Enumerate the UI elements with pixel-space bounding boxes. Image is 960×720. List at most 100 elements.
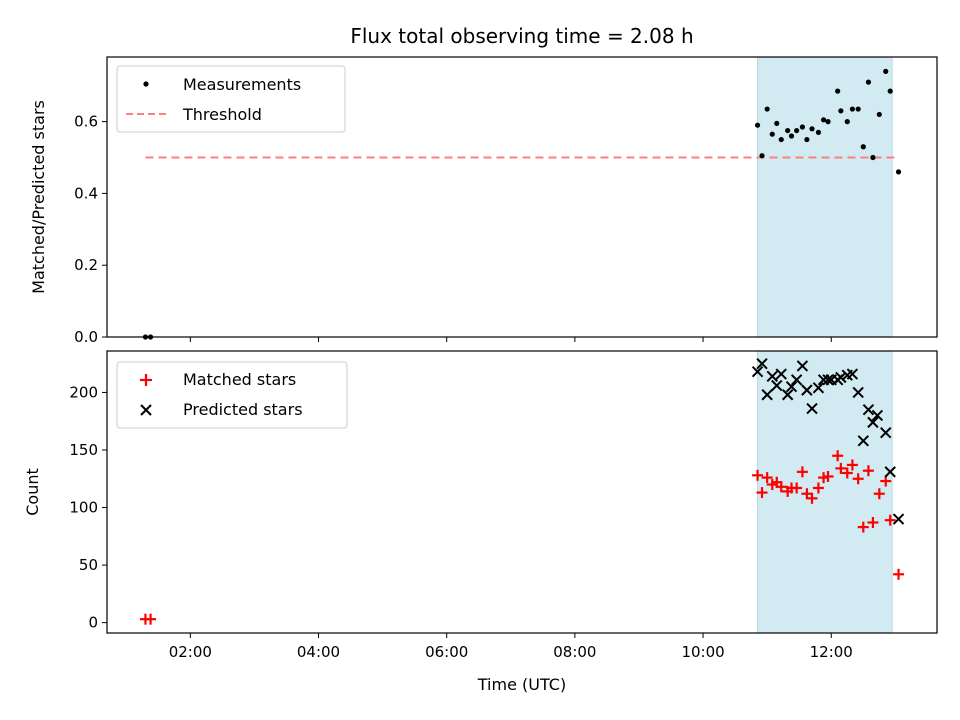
measurement-point bbox=[785, 127, 791, 134]
matched-stars-point bbox=[822, 470, 834, 482]
predicted-stars-point bbox=[785, 380, 798, 393]
matched-stars-point bbox=[867, 517, 879, 529]
measurement-point bbox=[876, 111, 882, 118]
predicted-stars-point bbox=[871, 409, 884, 422]
matched-stars-point bbox=[893, 568, 905, 580]
matched-stars-point bbox=[880, 475, 892, 487]
matched-stars-point bbox=[812, 482, 824, 494]
predicted-stars-point bbox=[796, 360, 809, 372]
matched-stars-point bbox=[756, 487, 768, 499]
matched-stars-point bbox=[806, 492, 818, 504]
measurement-point bbox=[887, 88, 893, 94]
legend-matched-label: Matched stars bbox=[183, 370, 296, 389]
measurement-point bbox=[883, 68, 889, 74]
measurement-point bbox=[788, 133, 795, 139]
predicted-stars-point bbox=[771, 379, 783, 392]
matched-stars-point bbox=[145, 613, 157, 625]
predicted-stars-point bbox=[867, 416, 879, 429]
predicted-stars-point bbox=[756, 357, 768, 370]
legend-predicted-marker bbox=[140, 404, 152, 416]
predicted-stars-point bbox=[880, 427, 892, 439]
legend-threshold-label: Threshold bbox=[182, 105, 262, 124]
matched-stars-point bbox=[832, 450, 844, 462]
predicted-stars-point bbox=[846, 368, 859, 380]
predicted-stars-point bbox=[761, 389, 773, 401]
measurement-point bbox=[809, 126, 815, 132]
measurement-point bbox=[794, 127, 800, 134]
x-tick-label: 02:00 bbox=[169, 643, 212, 661]
counts-y-axis-label: Count bbox=[23, 468, 42, 516]
measurement-point bbox=[820, 117, 827, 123]
measurement-point bbox=[778, 136, 784, 143]
predicted-stars-point bbox=[801, 384, 813, 396]
legend-matched-marker bbox=[140, 374, 152, 386]
measurement-point bbox=[815, 129, 822, 135]
counts-legend: Matched stars Predicted stars bbox=[116, 361, 348, 429]
counts-y-tick-label: 0 bbox=[88, 614, 98, 632]
predicted-stars-point bbox=[835, 371, 847, 384]
counts-legend-box bbox=[116, 361, 348, 429]
ratio-y-tick-label: 0.2 bbox=[74, 256, 98, 274]
matched-stars-point bbox=[775, 481, 787, 493]
measurement-point bbox=[804, 136, 810, 143]
x-tick-label: 08:00 bbox=[553, 643, 596, 661]
measurement-point bbox=[754, 122, 761, 128]
x-tick-label: 12:00 bbox=[810, 643, 853, 661]
measurement-point bbox=[835, 88, 841, 94]
x-tick-label: 06:00 bbox=[425, 643, 468, 661]
matched-stars-point bbox=[846, 459, 858, 471]
counts-y-tick-label: 100 bbox=[69, 499, 98, 517]
predicted-stars-point bbox=[806, 402, 818, 415]
predicted-stars-point bbox=[822, 374, 834, 386]
counts-observing-span bbox=[757, 350, 893, 634]
measurement-point bbox=[860, 144, 866, 150]
ratio-y-tick-label: 0.6 bbox=[74, 113, 98, 131]
measurement-point bbox=[844, 119, 850, 125]
counts-panel: 0 50 100 150 200 02:00 04:00 06:00 08:00 10:00 12… bbox=[23, 350, 938, 694]
predicted-stars-point bbox=[751, 366, 764, 378]
measurement-point bbox=[759, 153, 765, 159]
measurement-point bbox=[849, 106, 855, 112]
predicted-stars-point bbox=[790, 374, 803, 386]
matched-stars-point bbox=[852, 473, 864, 485]
matched-stars-point bbox=[884, 514, 896, 526]
ratio-observing-span bbox=[757, 56, 893, 338]
counts-y-tick-label: 200 bbox=[69, 383, 98, 401]
counts-panel-frame bbox=[106, 350, 938, 634]
measurement-point bbox=[774, 120, 780, 127]
predicted-stars-point bbox=[852, 386, 864, 399]
matched-stars-point bbox=[841, 467, 853, 479]
ratio-y-tick-label: 0.4 bbox=[74, 184, 98, 202]
matched-stars-point bbox=[835, 462, 847, 474]
predicted-stars-point bbox=[781, 389, 794, 401]
measurement-point bbox=[870, 154, 876, 161]
counts-y-tick-label: 50 bbox=[79, 556, 98, 574]
matched-stars-point bbox=[873, 488, 885, 500]
x-axis-label: Time (UTC) bbox=[477, 675, 566, 694]
measurement-point bbox=[865, 79, 872, 85]
predicted-stars-point bbox=[766, 370, 778, 383]
matched-stars-point bbox=[752, 469, 764, 481]
matched-stars-point bbox=[791, 482, 803, 494]
ratio-legend: Measurements Threshold bbox=[116, 65, 346, 133]
legend-measurements-marker bbox=[143, 81, 149, 87]
measurement-point bbox=[764, 106, 770, 112]
measurement-point bbox=[895, 169, 902, 175]
measurement-point bbox=[825, 119, 831, 125]
predicted-stars-point bbox=[857, 435, 870, 447]
ratio-legend-box bbox=[116, 65, 346, 133]
predicted-stars-point bbox=[884, 466, 896, 478]
ratio-panel: 0.0 0.2 0.4 0.6 Matched/Predicted stars Mea… bbox=[29, 56, 938, 346]
measurement-point bbox=[769, 131, 775, 137]
predicted-stars-point bbox=[812, 382, 825, 394]
x-tick-label: 04:00 bbox=[297, 643, 340, 661]
matched-stars-point bbox=[862, 465, 874, 477]
legend-predicted-label: Predicted stars bbox=[183, 400, 303, 419]
matched-stars-point bbox=[857, 521, 869, 533]
matched-stars-point bbox=[796, 466, 808, 478]
ratio-panel-frame bbox=[106, 56, 938, 338]
measurement-point bbox=[838, 108, 844, 114]
ratio-y-tick-label: 0.0 bbox=[74, 328, 98, 346]
matched-stars-point bbox=[761, 472, 773, 484]
